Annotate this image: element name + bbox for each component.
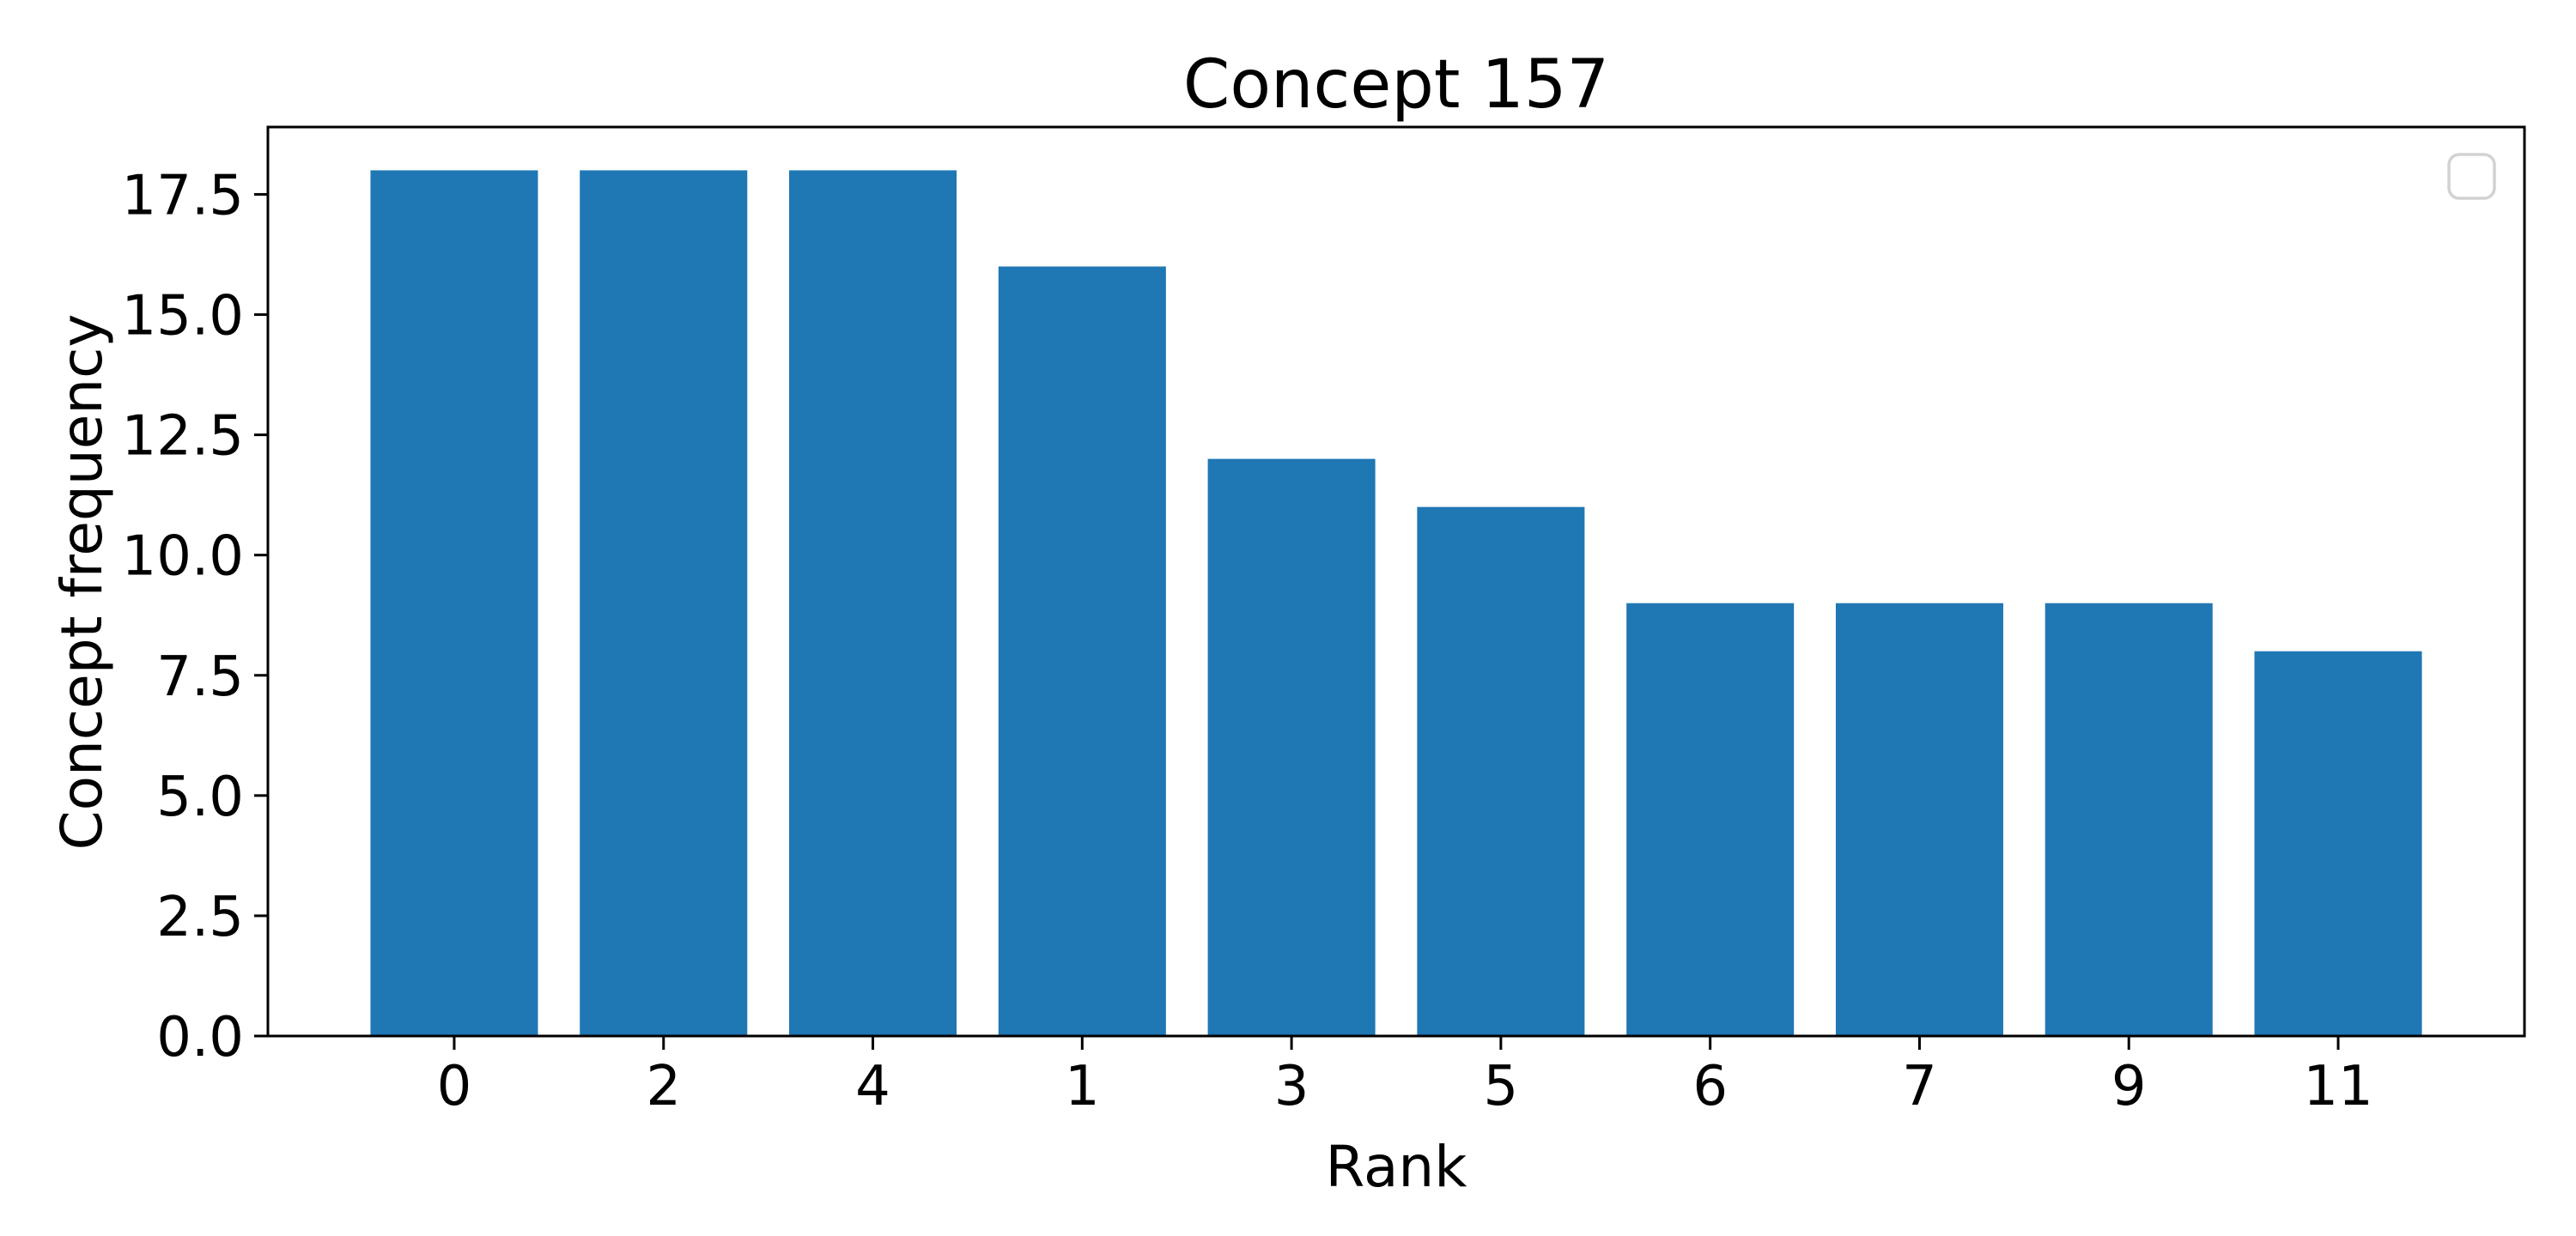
chart-title: Concept 157 xyxy=(1183,46,1609,124)
x-axis-label: Rank xyxy=(1326,1134,1468,1200)
bar xyxy=(1207,458,1376,1036)
x-tick-label: 3 xyxy=(1274,1055,1309,1118)
y-tick-label: 2.5 xyxy=(156,886,244,949)
y-tick-label: 12.5 xyxy=(122,405,245,469)
legend-box xyxy=(2447,153,2496,200)
bar xyxy=(1417,506,1585,1036)
bar xyxy=(998,266,1166,1036)
x-tick-label: 9 xyxy=(2111,1055,2147,1118)
x-tick-label: 0 xyxy=(437,1055,472,1118)
x-tick-label: 7 xyxy=(1902,1055,1937,1118)
bar xyxy=(1835,603,2003,1036)
bar xyxy=(2044,603,2213,1036)
plot-frame xyxy=(266,125,2526,1038)
y-tick-label: 17.5 xyxy=(122,164,245,227)
y-tick-label: 0.0 xyxy=(156,1006,244,1069)
bar xyxy=(1626,603,1795,1036)
x-tick-label: 11 xyxy=(2303,1055,2372,1118)
y-axis-label: Concept frequency xyxy=(49,314,115,851)
bars-group xyxy=(370,170,2422,1036)
y-tick-label: 5.0 xyxy=(156,766,244,829)
x-tick-label: 5 xyxy=(1484,1055,1519,1118)
x-tick-label: 4 xyxy=(855,1055,890,1118)
bar xyxy=(370,170,538,1036)
x-tick-label: 1 xyxy=(1065,1055,1100,1118)
bar xyxy=(789,170,957,1036)
y-tick-label: 10.0 xyxy=(122,525,245,589)
x-tick-label: 2 xyxy=(646,1055,681,1118)
y-axis-ticks: 0.0 2.5 5.0 7.5 10.0 12.5 15.0 17.5 xyxy=(122,164,268,1069)
x-tick-label: 6 xyxy=(1692,1055,1728,1118)
bar xyxy=(580,170,748,1036)
bar xyxy=(2254,651,2422,1036)
x-axis-ticks: 0 2 4 1 3 5 6 7 9 11 xyxy=(437,1036,2373,1118)
y-tick-label: 15.0 xyxy=(122,285,245,348)
y-tick-label: 7.5 xyxy=(156,645,244,709)
